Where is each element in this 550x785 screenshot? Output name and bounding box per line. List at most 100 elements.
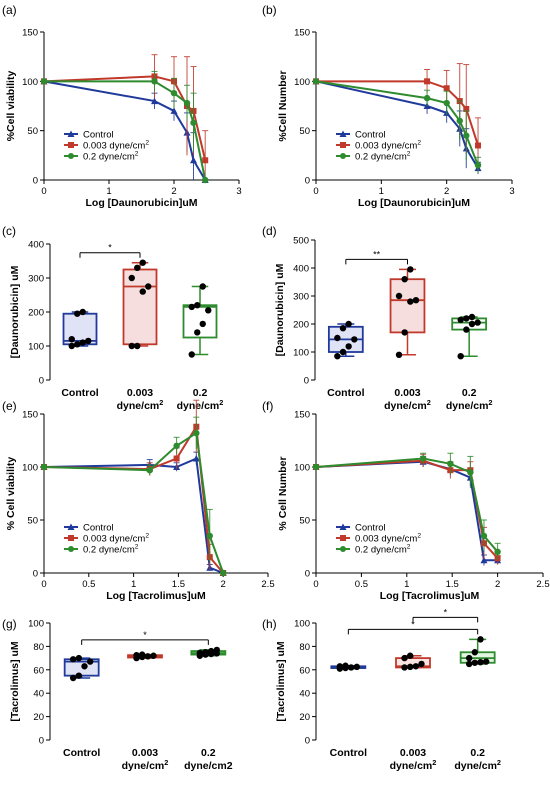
data-point <box>202 649 209 656</box>
data-point <box>401 329 408 336</box>
series-line <box>315 80 479 169</box>
data-point <box>205 307 212 314</box>
category-label: Control <box>330 747 367 759</box>
box-2 <box>459 636 496 668</box>
y-axis-label: [Tacrolimus] uM <box>275 641 287 722</box>
series-2 <box>40 70 209 184</box>
data-point <box>85 337 92 345</box>
significance-bracket: * <box>81 630 209 645</box>
x-tick-label: 1 <box>379 186 384 197</box>
legend-marker <box>340 142 346 148</box>
category-label: 0.003 <box>132 747 158 759</box>
legend-label: Control <box>355 130 386 141</box>
chart-panel-5: (f) 0 50 100 150 0 0.5 1 1.5 2 2.5 Log [Tacrolimus]… <box>262 399 550 602</box>
data-point <box>40 78 48 85</box>
x-tick-label: 0 <box>41 579 46 590</box>
x-tick-label: 0.5 <box>355 579 368 590</box>
category-label: Control <box>61 387 98 399</box>
y-axis-label: % Cell Number <box>277 456 289 530</box>
data-point <box>467 469 474 476</box>
data-point <box>353 663 361 671</box>
data-point <box>336 663 344 670</box>
data-point <box>474 162 482 169</box>
y-tick-label: 100 <box>294 463 310 474</box>
data-point <box>418 660 425 668</box>
x-tick-label: 2 <box>495 579 500 590</box>
legend-item: Control <box>64 130 114 141</box>
data-point <box>74 341 81 348</box>
data-point <box>150 652 157 659</box>
data-point <box>471 659 479 666</box>
y-tick-label: 150 <box>22 28 38 39</box>
data-point <box>334 334 341 342</box>
data-point <box>173 442 180 449</box>
data-point <box>480 556 488 564</box>
legend-marker <box>67 130 75 137</box>
data-point <box>202 157 209 164</box>
legend-label: Control <box>83 130 114 141</box>
data-point <box>151 78 158 85</box>
significance-label: * <box>108 243 112 253</box>
y-tick-label: 100 <box>28 342 44 353</box>
data-point <box>463 132 470 139</box>
x-tick-label: 0 <box>313 579 318 590</box>
legend-marker <box>68 142 74 148</box>
category-label: 0.2 <box>193 387 208 399</box>
legend-item: 0.2 dyne/cm2​ <box>64 544 139 556</box>
y-tick-label: 0 <box>33 569 38 580</box>
y-tick-label: 0 <box>305 176 310 187</box>
category-label: 0.003 <box>400 747 426 759</box>
data-point <box>173 455 180 462</box>
y-axis-label: %Cell Number <box>277 70 289 141</box>
category-label: dyne/cm2​ <box>122 758 169 772</box>
box-1 <box>395 652 431 671</box>
data-point <box>134 264 141 271</box>
data-point <box>443 85 450 92</box>
y-tick-label: 300 <box>293 292 309 303</box>
data-point <box>401 276 408 283</box>
x-tick-label: 2 <box>221 579 226 590</box>
panel-label: (h) <box>262 617 277 631</box>
category-label: dyne/cm2​ <box>454 758 501 772</box>
y-tick-label: 0 <box>39 736 44 747</box>
x-tick-label: 1.5 <box>172 579 185 590</box>
y-tick-label: 50 <box>27 516 38 527</box>
data-point <box>475 142 482 149</box>
category-label: dyne/cm2​ <box>177 398 224 412</box>
x-tick-label: 1.5 <box>446 579 459 590</box>
legend-label: 0.003 dyne/cm2​ <box>83 533 149 545</box>
series-line <box>316 80 479 146</box>
y-tick-label: 40 <box>299 689 310 700</box>
panel-label: (e) <box>2 399 17 413</box>
significance-label: * <box>444 607 448 617</box>
data-point <box>188 303 195 311</box>
panel-label: (b) <box>262 3 277 17</box>
category-label: Control <box>327 387 364 399</box>
data-point <box>457 316 464 323</box>
data-point <box>456 117 463 125</box>
data-point <box>457 353 464 360</box>
data-point <box>138 651 146 658</box>
data-point <box>477 658 484 666</box>
category-label: 0.003 <box>394 387 420 399</box>
y-tick-label: 400 <box>28 240 44 251</box>
data-point <box>406 663 414 671</box>
significance-bracket: * <box>412 607 479 623</box>
y-tick-label: 0 <box>305 736 310 747</box>
box-body <box>62 312 98 346</box>
x-tick-label: 2 <box>444 186 449 197</box>
chart-panel-6: (g) 0 20 40 60 80 100 [Tacrolimus] uM Control 0.0… <box>2 617 233 772</box>
x-axis-label: Log [Tacrolimus]uM <box>106 590 206 602</box>
y-tick-label: 50 <box>299 516 310 527</box>
data-point <box>471 649 479 656</box>
panel-label: (c) <box>2 224 16 238</box>
legend-label: Control <box>83 523 114 534</box>
category-label: Control <box>63 747 100 759</box>
panel-label: (f) <box>262 399 273 413</box>
y-tick-label: 0 <box>304 376 309 387</box>
y-tick-label: 500 <box>293 236 309 247</box>
data-point <box>68 342 75 350</box>
data-point <box>199 283 206 290</box>
chart-panel-4: (e) 0 50 100 150 0 0.5 1 1.5 2 2.5 Log [Tacrolimus]… <box>2 399 275 602</box>
box-0 <box>63 654 100 682</box>
